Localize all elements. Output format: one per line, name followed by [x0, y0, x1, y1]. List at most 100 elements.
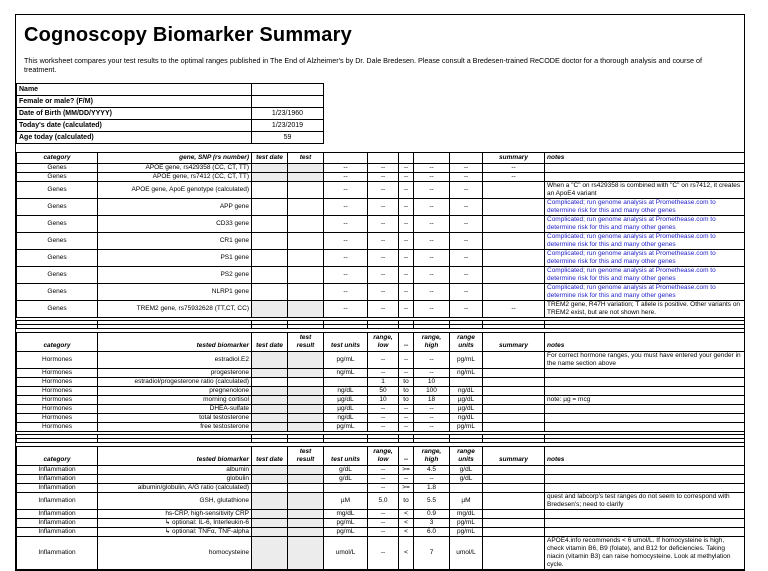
field-value-cell[interactable]: 1/23/1960: [251, 107, 324, 120]
cell-test-date[interactable]: [251, 536, 288, 570]
cell-test-units: [323, 483, 368, 493]
cell-test-units: g/dL: [323, 465, 368, 475]
header-range-high: range, high: [413, 332, 450, 352]
cell-biomarker: homocysteine: [97, 536, 252, 570]
header-comparator: [398, 152, 414, 164]
field-value-cell[interactable]: [251, 83, 324, 96]
cell-test-date[interactable]: [251, 422, 288, 432]
cell-test-date[interactable]: [251, 474, 288, 484]
header-test-date: test date: [251, 332, 288, 352]
cell-range-high: --: [413, 474, 450, 484]
cell-test-result: [287, 483, 324, 493]
cell-comparator: --: [398, 422, 414, 432]
cell-biomarker: progesterone: [97, 368, 252, 378]
cell-notes: [544, 465, 745, 475]
cell-test-result[interactable]: [287, 413, 324, 423]
cell-range-high: 100: [413, 386, 450, 396]
table-row: Inflammation ↳ optional: TNFα, TNF-alpha p…: [16, 527, 745, 537]
cell-summary: [482, 283, 545, 301]
cell-test-date[interactable]: [251, 518, 288, 528]
empty-cell: [16, 438, 98, 443]
cell-test-result[interactable]: [287, 474, 324, 484]
spacer-rows: [16, 434, 745, 443]
profile-row: Date of Birth (MM/DD/YYYY) 1/23/1960: [16, 107, 324, 120]
cell-test-date[interactable]: [251, 172, 288, 182]
cell-comparator: --: [398, 181, 414, 199]
cell-range-low: --: [367, 232, 399, 250]
cell-range-units: --: [449, 232, 483, 250]
cell-test-result[interactable]: [287, 518, 324, 528]
cell-comparator: to: [398, 386, 414, 396]
cell-comparator: --: [398, 215, 414, 233]
cell-comparator: <: [398, 536, 414, 570]
cell-summary: [482, 215, 545, 233]
cell-test-result[interactable]: [287, 172, 324, 182]
cell-test-units: --: [323, 172, 368, 182]
cell-biomarker: globulin: [97, 474, 252, 484]
header-test-units: [323, 152, 368, 164]
cell-summary: [482, 395, 545, 405]
cell-comparator: <: [398, 509, 414, 519]
field-value-cell[interactable]: 1/23/2019: [251, 119, 324, 132]
cell-test-date[interactable]: [251, 395, 288, 405]
cell-test-date[interactable]: [251, 527, 288, 537]
cell-test-date[interactable]: [251, 413, 288, 423]
empty-cell: [413, 324, 450, 329]
field-value-cell[interactable]: 59: [251, 131, 324, 144]
cell-range-high: 3: [413, 518, 450, 528]
field-value-cell[interactable]: [251, 95, 324, 108]
cell-test-date[interactable]: [251, 386, 288, 396]
cell-test-result[interactable]: [287, 404, 324, 414]
cell-range-low: --: [367, 198, 399, 216]
cell-range-high: --: [413, 368, 450, 378]
cell-range-high: --: [413, 215, 450, 233]
cell-test-result[interactable]: [287, 395, 324, 405]
cell-test-result[interactable]: [287, 465, 324, 475]
cell-notes: Complicated; run genome analysis at Prom…: [544, 266, 745, 284]
cell-test-result[interactable]: [287, 509, 324, 519]
table-row: Genes PS1 gene -- -- -- -- -- Complicated; run …: [16, 249, 745, 267]
cell-test-date[interactable]: [251, 492, 288, 510]
empty-cell: [323, 438, 368, 443]
table-row: Genes APOE gene, ApoE genotype (calculate…: [16, 181, 745, 199]
header-category: category: [16, 152, 98, 164]
cell-test-result[interactable]: [287, 386, 324, 396]
empty-cell: [398, 324, 414, 329]
table-row: Hormones estradiol/progesterone ratio (ca…: [16, 377, 745, 387]
cell-range-high: 5.5: [413, 492, 450, 510]
cell-test-date: [251, 249, 288, 267]
cell-test-result[interactable]: [287, 527, 324, 537]
cell-test-result[interactable]: [287, 422, 324, 432]
cell-test-result[interactable]: [287, 368, 324, 378]
empty-cell: [544, 324, 745, 329]
cell-comparator: <: [398, 518, 414, 528]
cell-test-date[interactable]: [251, 509, 288, 519]
cell-biomarker: APOE gene, rs429358 (CC, CT, TT): [97, 163, 252, 173]
cell-test-units: pg/mL: [323, 518, 368, 528]
cell-test-date: [251, 266, 288, 284]
header-test-result: test result: [287, 332, 324, 352]
cell-test-date[interactable]: [251, 163, 288, 173]
cell-test-date[interactable]: [251, 368, 288, 378]
cell-test-result[interactable]: [287, 163, 324, 173]
cell-test-result[interactable]: [287, 492, 324, 510]
cell-range-high: --: [413, 422, 450, 432]
cell-test-date[interactable]: [251, 465, 288, 475]
cell-category: Inflammation: [16, 474, 98, 484]
cell-test-result[interactable]: [287, 351, 324, 369]
cell-test-result: [287, 249, 324, 267]
cell-comparator: --: [398, 172, 414, 182]
cell-biomarker: CR1 gene: [97, 232, 252, 250]
cell-range-units: mg/dL: [449, 509, 483, 519]
cell-test-date[interactable]: [251, 351, 288, 369]
cell-category: Genes: [16, 266, 98, 284]
cell-test-date[interactable]: [251, 300, 288, 318]
cell-test-result[interactable]: [287, 300, 324, 318]
cell-test-result[interactable]: [287, 536, 324, 570]
cell-range-units: pg/mL: [449, 351, 483, 369]
empty-cell: [449, 324, 483, 329]
cell-test-date: [251, 181, 288, 199]
cell-range-units: pg/mL: [449, 527, 483, 537]
cell-test-units: --: [323, 181, 368, 199]
cell-test-date[interactable]: [251, 404, 288, 414]
